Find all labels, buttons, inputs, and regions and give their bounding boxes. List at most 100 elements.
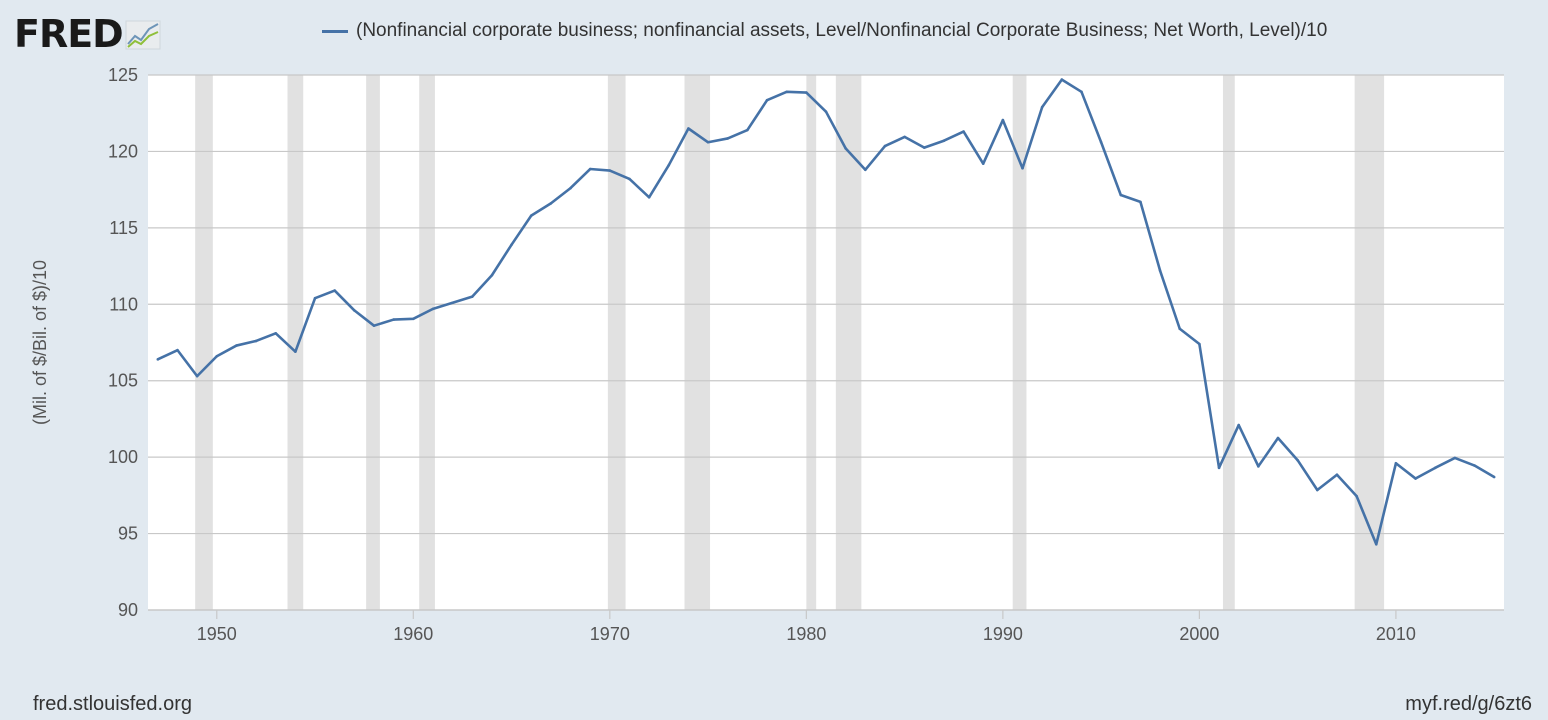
data-point — [746, 128, 749, 132]
data-point — [1139, 200, 1142, 204]
data-point — [529, 214, 533, 217]
data-point — [1217, 466, 1221, 470]
data-point — [1119, 193, 1123, 197]
data-point — [372, 324, 376, 327]
y-tick-label: 115 — [109, 218, 138, 238]
y-tick-label: 90 — [118, 600, 138, 620]
y-tick-label: 105 — [108, 371, 138, 391]
x-tick-label: 1960 — [393, 624, 433, 644]
data-point — [628, 177, 631, 181]
x-tick-label: 2000 — [1179, 624, 1219, 644]
data-point — [942, 139, 946, 143]
recession-band — [419, 75, 435, 610]
data-point — [235, 344, 238, 347]
data-point — [883, 144, 887, 148]
y-tick-label: 125 — [108, 65, 138, 85]
recession-band — [287, 75, 304, 610]
recession-shading — [195, 75, 1385, 610]
data-point — [1492, 475, 1496, 479]
series-layer — [156, 78, 1496, 546]
data-point — [1453, 456, 1457, 460]
source-link[interactable]: fred.stlouisfed.org — [33, 693, 192, 715]
data-point — [647, 195, 651, 199]
y-axis-label: (Mil. of $/Bil. of $)/10 — [30, 260, 50, 425]
data-point — [1001, 118, 1005, 122]
recession-band — [1354, 75, 1385, 610]
data-point — [687, 127, 690, 130]
recession-band — [1222, 75, 1235, 610]
recession-band — [806, 75, 817, 610]
data-point — [1473, 464, 1476, 467]
data-point — [1158, 269, 1162, 272]
data-point — [392, 318, 395, 321]
data-point — [254, 339, 258, 343]
recession-band — [366, 75, 380, 610]
recession-band — [1012, 75, 1027, 610]
data-point — [176, 348, 179, 352]
data-point — [1237, 423, 1240, 427]
data-point — [706, 140, 710, 144]
recession-band — [607, 75, 626, 610]
data-point — [1394, 461, 1398, 465]
data-point — [156, 358, 160, 361]
x-axis: 1950 1960 1970 1980 1990 2000 2010 — [148, 609, 1504, 644]
recession-band — [195, 75, 213, 610]
data-point — [1257, 465, 1260, 468]
data-point — [1374, 542, 1378, 546]
data-point — [294, 350, 297, 353]
y-tick-label: 120 — [108, 141, 138, 161]
data-point — [274, 332, 278, 335]
data-point — [1296, 458, 1299, 462]
data-point — [903, 135, 906, 139]
data-point — [844, 147, 847, 150]
data-point — [1021, 166, 1024, 170]
legend-series-label: (Nonfinancial corporate business; nonfin… — [356, 20, 1328, 41]
data-point — [1040, 105, 1044, 109]
data-point — [1276, 436, 1280, 440]
x-tick-label: 2010 — [1376, 624, 1416, 644]
data-point — [353, 309, 356, 312]
data-point — [1080, 90, 1083, 94]
data-point — [962, 130, 965, 133]
x-tick-label: 1990 — [983, 624, 1023, 644]
data-point — [981, 162, 985, 165]
recession-band — [835, 75, 862, 610]
chart-legend: (Nonfinancial corporate business; nonfin… — [322, 20, 1327, 42]
y-tick-label: 100 — [108, 447, 138, 467]
data-point — [1355, 494, 1358, 498]
data-point — [215, 354, 219, 358]
data-point — [608, 169, 612, 172]
y-tick-label: 110 — [109, 294, 138, 314]
x-tick-label: 1950 — [197, 624, 237, 644]
data-point — [1099, 140, 1103, 144]
data-point — [1060, 78, 1064, 81]
data-point — [1198, 342, 1201, 346]
short-link[interactable]: myf.red/g/6zt6 — [1405, 693, 1532, 715]
x-tick-label: 1970 — [590, 624, 630, 644]
data-point — [195, 374, 199, 378]
data-point — [333, 289, 336, 292]
data-point — [667, 163, 671, 167]
plot-area — [148, 75, 1504, 610]
data-point — [412, 317, 415, 321]
y-gridlines — [148, 74, 1504, 535]
data-point — [510, 243, 513, 246]
y-axis: 90 95 100 105 110 115 120 125 — [108, 65, 138, 620]
data-point — [490, 273, 494, 277]
data-point — [569, 186, 572, 190]
fred-logo[interactable]: FRED — [14, 12, 161, 56]
data-point — [451, 301, 454, 305]
y-tick-label: 95 — [118, 524, 138, 544]
data-point — [765, 98, 769, 102]
data-point — [805, 91, 808, 94]
recession-band — [684, 75, 711, 610]
data-point — [726, 137, 730, 140]
data-point — [1414, 477, 1417, 480]
data-point — [313, 296, 317, 300]
x-tick-label: 1980 — [786, 624, 826, 644]
data-point — [824, 110, 828, 113]
data-point — [549, 202, 553, 205]
data-point — [864, 168, 867, 172]
data-point — [1335, 473, 1339, 477]
